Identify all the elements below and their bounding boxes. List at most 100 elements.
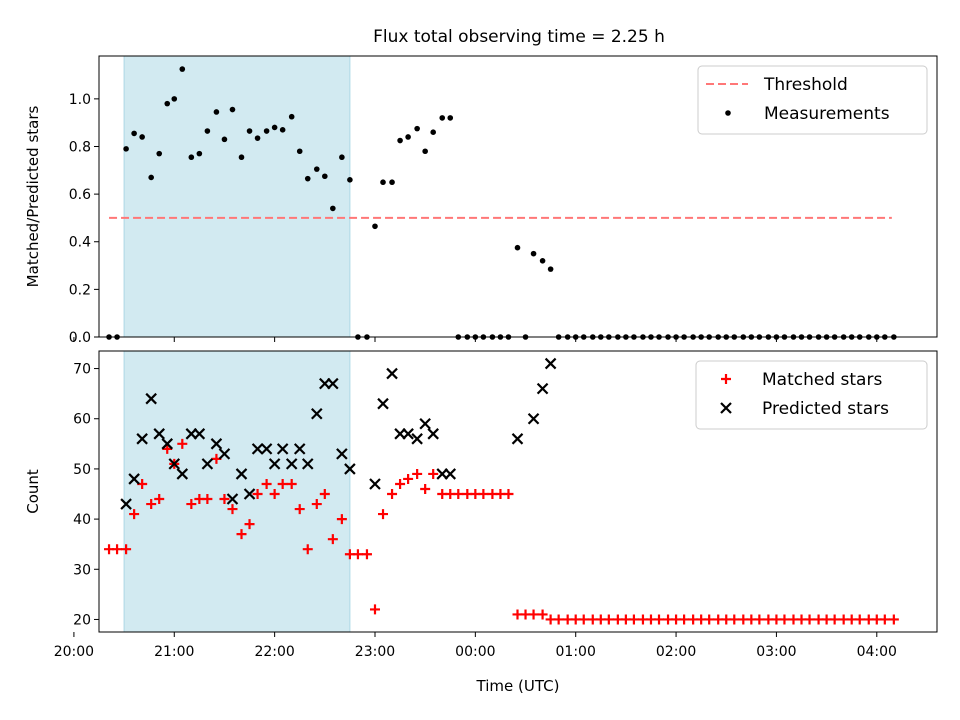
y-tick-label: 70 [73, 362, 91, 378]
predicted-star-point [161, 438, 174, 450]
measurement-point [238, 154, 245, 161]
measurement-point [322, 173, 328, 180]
matched-star-point [729, 614, 740, 625]
predicted-star-point [427, 428, 439, 440]
matched-star-point [261, 478, 272, 489]
matched-star-point [236, 529, 247, 540]
predicted-star-point [176, 468, 189, 480]
y-tick-label: 0.0 [69, 330, 91, 346]
y-tick-label: 20 [73, 612, 91, 628]
measurement-point [330, 205, 336, 212]
bottom-legend: Matched stars Predicted stars [695, 360, 928, 430]
matched-star-point [186, 499, 197, 510]
matched-star-point [319, 489, 330, 500]
matched-star-point [252, 489, 263, 500]
matched-star-point [879, 614, 890, 625]
matched-star-point [327, 534, 338, 545]
measurement-point [123, 146, 129, 152]
matched-star-point [804, 614, 815, 625]
shaded-time-span [123, 55, 351, 338]
matched-star-point [112, 544, 123, 555]
measurement-point [422, 148, 428, 155]
predicted-star-point [201, 458, 214, 470]
measurement-point [389, 179, 395, 186]
x-tick-label: 21:00 [154, 644, 194, 660]
matched-star-point [403, 473, 414, 484]
predicted-star-point [136, 433, 148, 445]
matched-star-point [302, 544, 313, 555]
predicted-star-point [311, 407, 323, 420]
chart-title: Flux total observing time = 2.25 h [373, 27, 665, 47]
matched-star-point [227, 504, 238, 515]
predicted-star-point [402, 428, 414, 440]
matched-star-point [779, 614, 790, 625]
predicted-star-point [128, 473, 140, 485]
measurement-point [447, 115, 454, 121]
matched-star-point [311, 499, 322, 510]
bottom-panel: 20 30 40 50 60 70 20:00 21:00 22:00 23:00 00:00 01… [24, 350, 938, 695]
measurement-point [279, 127, 286, 133]
predicted-star-point [193, 428, 206, 440]
predicted-star-point [218, 448, 231, 460]
matched-star-point [704, 614, 715, 625]
measurement-point [213, 109, 220, 115]
predicted-star-point [145, 392, 157, 405]
measurement-point [204, 128, 211, 134]
matched-star-point [369, 604, 380, 615]
matched-star-point [412, 468, 423, 479]
matched-star-point [361, 549, 372, 560]
measurement-point [156, 150, 163, 157]
legend-label: Measurements [764, 104, 890, 124]
top-y-axis-label: Matched/Predicted stars [24, 106, 42, 288]
y-tick-label: 0.4 [69, 235, 91, 251]
bottom-x-axis-label: Time (UTC) [476, 677, 560, 695]
measurement-point [139, 134, 145, 140]
measurement-point [171, 96, 178, 102]
measurement-point [397, 137, 403, 144]
predicted-star-point [168, 458, 181, 470]
predicted-star-point [243, 488, 256, 500]
matched-star-point [387, 489, 398, 500]
y-tick-label: 40 [73, 512, 91, 528]
y-tick-label: 0.2 [69, 282, 91, 298]
measurement-point [547, 266, 554, 272]
matched-star-point [453, 489, 464, 500]
measurement-point [271, 124, 278, 131]
x-tick-label: 02:00 [656, 644, 696, 660]
measurement-point [179, 66, 186, 72]
measurement-point [148, 174, 154, 181]
matched-star-point [129, 509, 140, 520]
x-tick-label: 04:00 [857, 644, 897, 660]
predicted-star-point [544, 357, 557, 370]
measurement-point [296, 148, 303, 155]
predicted-star-point [327, 377, 339, 390]
predicted-star-point [153, 428, 165, 440]
measurement-point [304, 175, 311, 182]
matched-star-point [679, 614, 690, 625]
matched-star-point [603, 614, 614, 625]
predicted-star-point [235, 468, 248, 480]
measurement-point [196, 150, 203, 157]
predicted-star-point [444, 468, 457, 480]
bottom-series [104, 357, 899, 625]
matched-star-point [277, 478, 288, 489]
predicted-star-point [293, 443, 306, 455]
predicted-star-point [276, 443, 289, 455]
matched-star-point [654, 614, 665, 625]
matched-star-point [146, 499, 157, 510]
matched-star-point [219, 494, 230, 505]
predicted-star-point [419, 417, 431, 430]
predicted-star-point [226, 493, 239, 505]
x-tick-label: 03:00 [756, 644, 796, 660]
predicted-star-point [511, 433, 524, 445]
measurement-point [339, 154, 345, 161]
x-tick-label: 23:00 [355, 644, 395, 660]
legend-label: Matched stars [762, 370, 882, 390]
measurement-point [188, 154, 195, 161]
matched-star-point [503, 489, 514, 500]
matched-star-point [378, 509, 389, 520]
top-axes-frame [98, 55, 938, 338]
matched-star-point [578, 614, 589, 625]
measurement-point [263, 128, 270, 134]
